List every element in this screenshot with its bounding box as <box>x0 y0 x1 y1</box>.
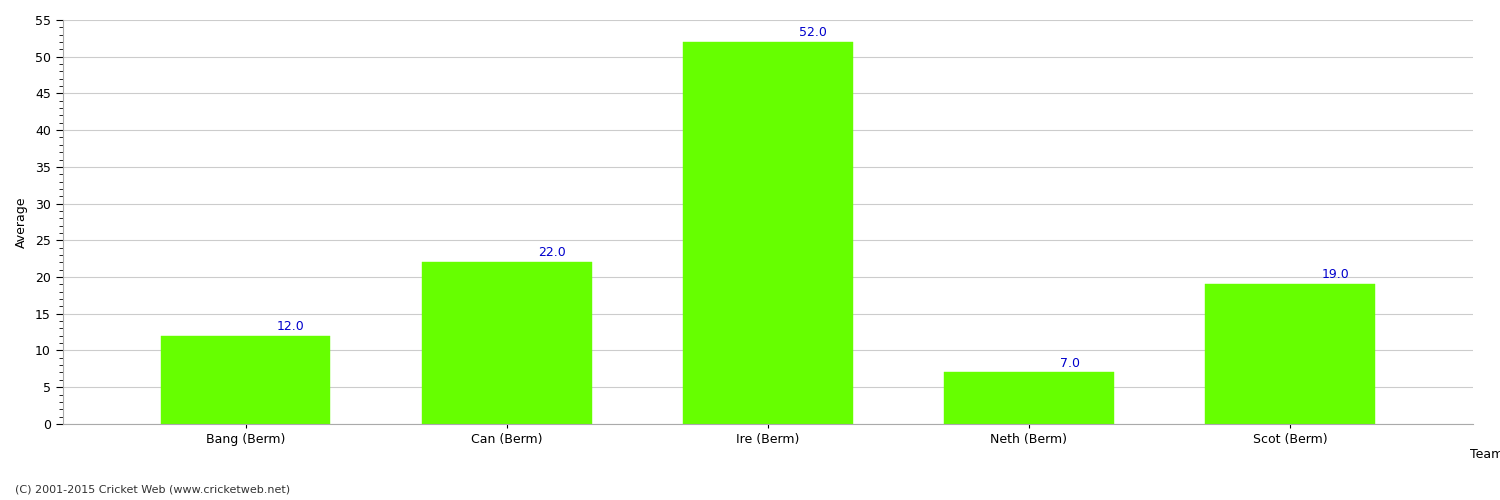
X-axis label: Team: Team <box>1470 448 1500 461</box>
Text: 19.0: 19.0 <box>1322 268 1348 281</box>
Bar <box>682 42 852 424</box>
Y-axis label: Average: Average <box>15 196 28 248</box>
Text: 22.0: 22.0 <box>538 246 566 260</box>
Bar <box>422 262 591 424</box>
Text: 12.0: 12.0 <box>278 320 304 333</box>
Text: 7.0: 7.0 <box>1060 356 1080 370</box>
Bar <box>160 336 330 424</box>
Bar <box>1204 284 1376 424</box>
Text: (C) 2001-2015 Cricket Web (www.cricketweb.net): (C) 2001-2015 Cricket Web (www.cricketwe… <box>15 485 290 495</box>
Bar <box>944 372 1114 424</box>
Text: 52.0: 52.0 <box>800 26 826 39</box>
